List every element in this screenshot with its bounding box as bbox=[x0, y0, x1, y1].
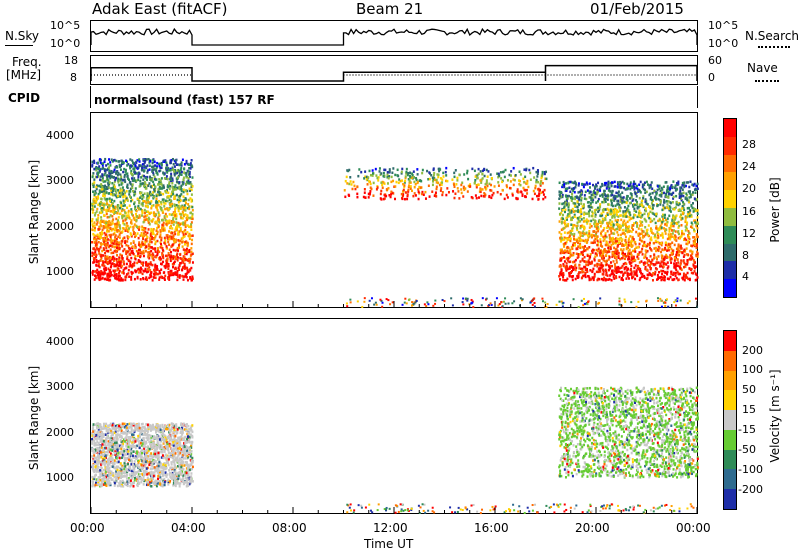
beam-label: Beam 21 bbox=[356, 0, 424, 18]
freq-plot bbox=[90, 64, 698, 82]
power-ytick-1000: 1000 bbox=[46, 265, 74, 278]
freq-line bbox=[90, 64, 698, 82]
nave-tick-high: 60 bbox=[708, 54, 722, 67]
power-ylabel: Slant Range [km] bbox=[27, 159, 41, 265]
nsky-tick-low: 10^0 bbox=[50, 37, 81, 50]
power-colorbar-swatch-4 bbox=[724, 190, 736, 208]
nsky-legend-line bbox=[5, 45, 33, 46]
freq-label: Freq. bbox=[12, 55, 42, 69]
power-colorbar-swatch-0 bbox=[724, 119, 736, 137]
xtick-1600: 16:00 bbox=[474, 521, 509, 535]
power-colorbar bbox=[723, 118, 737, 298]
power-feature-0 bbox=[91, 157, 194, 282]
velocity-colorbar-swatch-6 bbox=[724, 449, 736, 470]
vel-cb-tick-neg200: -200 bbox=[738, 483, 763, 496]
power-colorbar-swatch-3 bbox=[724, 172, 736, 191]
velocity-colorbar-swatch-2 bbox=[724, 370, 736, 391]
power-cb-tick-24: 24 bbox=[742, 160, 756, 173]
vel-cb-tick-50: 50 bbox=[742, 383, 756, 396]
velocity-feature-0 bbox=[91, 422, 194, 488]
power-cb-tick-12: 12 bbox=[742, 227, 756, 240]
noise-sky-line bbox=[90, 27, 698, 46]
vel-ytick-2000: 2000 bbox=[46, 426, 74, 439]
power-colorbar-swatch-7 bbox=[724, 243, 736, 262]
power-ytick-3000: 3000 bbox=[46, 174, 74, 187]
power-cb-tick-8: 8 bbox=[742, 249, 749, 262]
xtick-2000: 20:00 bbox=[575, 521, 610, 535]
freq-tick-low: 8 bbox=[70, 71, 77, 84]
vel-cb-tick-100: 100 bbox=[742, 363, 763, 376]
nave-tick-low: 0 bbox=[708, 71, 715, 84]
mhz-label: [MHz] bbox=[6, 68, 42, 82]
nsearch-legend-line bbox=[758, 46, 790, 48]
vel-cb-tick-neg15: -15 bbox=[738, 423, 756, 436]
nsky-tick-high: 10^5 bbox=[50, 19, 81, 32]
velocity-colorbar-swatch-8 bbox=[724, 489, 736, 509]
velocity-colorbar-swatch-4 bbox=[724, 410, 736, 430]
power-feature-1 bbox=[343, 166, 548, 201]
noise-panel bbox=[90, 20, 698, 52]
xtick-0400: 04:00 bbox=[171, 521, 206, 535]
freq-tick-high: 18 bbox=[64, 54, 78, 67]
velocity-colorbar bbox=[723, 330, 737, 510]
velocity-plot bbox=[90, 386, 699, 515]
power-ytick-2000: 2000 bbox=[46, 220, 74, 233]
power-ground-noise bbox=[345, 297, 699, 309]
nave-legend-line bbox=[755, 80, 779, 82]
power-colorbar-swatch-8 bbox=[724, 261, 736, 280]
power-colorbar-swatch-6 bbox=[724, 225, 736, 244]
power-colorbar-swatch-2 bbox=[724, 154, 736, 173]
power-feature-2 bbox=[558, 180, 699, 282]
cpid-panel bbox=[90, 86, 698, 108]
velocity-panel bbox=[90, 318, 699, 515]
xaxis-label: Time UT bbox=[364, 537, 414, 551]
cpid-label: CPID bbox=[8, 91, 41, 105]
velocity-colorbar-label: Velocity [m s⁻¹] bbox=[768, 369, 782, 463]
velocity-colorbar-swatch-1 bbox=[724, 350, 736, 371]
nsearch-label: N.Search bbox=[745, 29, 800, 43]
xtick-0000: 00:00 bbox=[70, 521, 105, 535]
xtick-0800: 08:00 bbox=[272, 521, 307, 535]
vel-cb-tick-15: 15 bbox=[742, 403, 756, 416]
vel-cb-tick-neg100: -100 bbox=[738, 463, 763, 476]
cpid-program: normalsound (fast) 157 RF bbox=[94, 93, 275, 107]
nsearch-tick-low: 10^0 bbox=[708, 37, 739, 50]
velocity-colorbar-swatch-3 bbox=[724, 390, 736, 411]
radar-title: Adak East (fitACF) bbox=[92, 0, 228, 18]
power-colorbar-swatch-5 bbox=[724, 208, 736, 226]
power-colorbar-swatch-1 bbox=[724, 136, 736, 155]
vel-ytick-4000: 4000 bbox=[46, 335, 74, 348]
power-colorbar-label: Power [dB] bbox=[768, 177, 782, 243]
freq-panel bbox=[90, 55, 698, 85]
power-cb-tick-28: 28 bbox=[742, 138, 756, 151]
vel-cb-tick-200: 200 bbox=[742, 344, 763, 357]
velocity-feature-1 bbox=[558, 386, 699, 479]
power-cb-tick-4: 4 bbox=[742, 270, 749, 283]
nsky-label: N.Sky bbox=[5, 29, 40, 43]
xtick-2400: 00:00 bbox=[676, 521, 711, 535]
xtick-1200: 12:00 bbox=[373, 521, 408, 535]
nave-label: Nave bbox=[747, 61, 778, 75]
velocity-colorbar-swatch-0 bbox=[724, 331, 736, 351]
velocity-colorbar-swatch-5 bbox=[724, 429, 736, 450]
power-ytick-4000: 4000 bbox=[46, 129, 74, 142]
power-cb-tick-16: 16 bbox=[742, 205, 756, 218]
nsearch-tick-high: 10^5 bbox=[708, 19, 739, 32]
vel-ytick-1000: 1000 bbox=[46, 471, 74, 484]
power-cb-tick-20: 20 bbox=[742, 182, 756, 195]
noise-plot bbox=[90, 27, 698, 46]
power-plot bbox=[90, 157, 699, 309]
velocity-ground-noise bbox=[346, 503, 695, 515]
power-panel bbox=[90, 112, 699, 309]
date-label: 01/Feb/2015 bbox=[590, 0, 684, 18]
vel-cb-tick-neg50: -50 bbox=[738, 443, 756, 456]
velocity-ylabel: Slant Range [km] bbox=[27, 365, 41, 471]
power-colorbar-swatch-9 bbox=[724, 279, 736, 297]
velocity-colorbar-swatch-7 bbox=[724, 469, 736, 490]
vel-ytick-3000: 3000 bbox=[46, 380, 74, 393]
